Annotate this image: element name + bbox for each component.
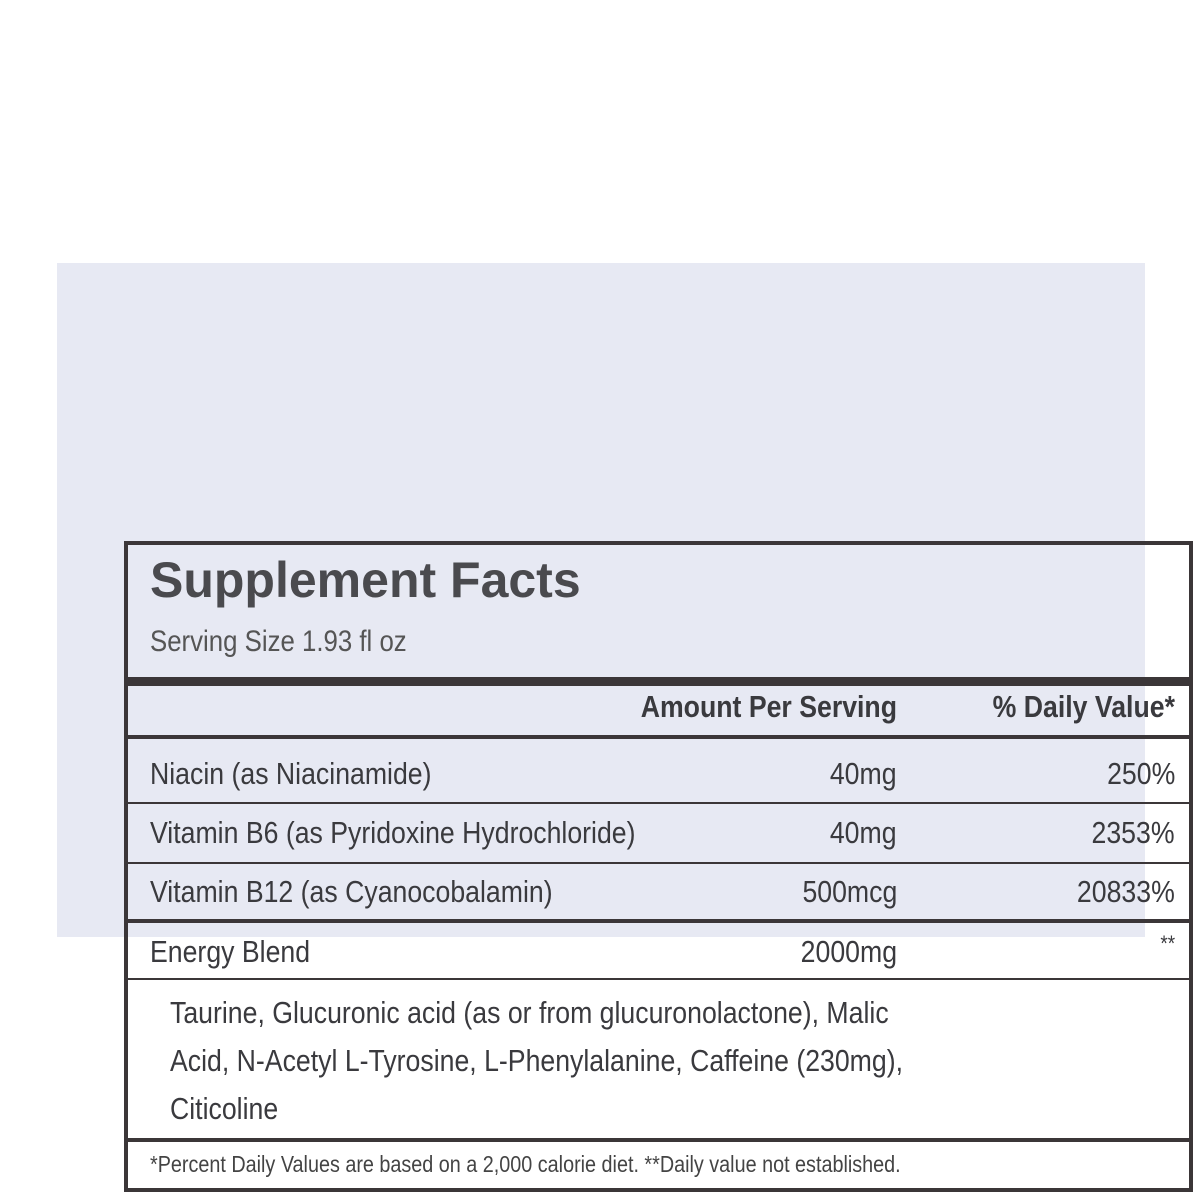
nutrient-amount: 40mg — [830, 756, 897, 791]
divider — [128, 677, 1189, 686]
daily-value-header: % Daily Value* — [992, 689, 1175, 724]
nutrient-name: Vitamin B6 (as Pyridoxine Hydrochloride) — [150, 815, 636, 850]
nutrient-name: Vitamin B12 (as Cyanocobalamin) — [150, 874, 553, 909]
nutrient-name: Energy Blend — [150, 934, 311, 969]
divider — [128, 978, 1189, 980]
amount-header: Amount Per Serving — [640, 689, 897, 724]
nutrient-dv: 250% — [1106, 756, 1175, 791]
footnote: *Percent Daily Values are based on a 2,0… — [150, 1151, 901, 1177]
nutrient-amount: 2000mg — [800, 934, 897, 969]
nutrient-dv: 20833% — [1077, 874, 1175, 909]
ingredient-line: Citicoline — [170, 1091, 279, 1126]
nutrient-dv: 2353% — [1091, 815, 1175, 850]
nutrient-dv: ** — [1160, 931, 1175, 956]
nutrient-name: Niacin (as Niacinamide) — [150, 756, 432, 791]
divider — [128, 919, 1189, 923]
nutrient-amount: 40mg — [830, 815, 897, 850]
divider — [128, 862, 1189, 864]
serving-size: Serving Size 1.93 fl oz — [150, 625, 407, 658]
panel-title: Supplement Facts — [150, 552, 581, 608]
ingredient-line: Acid, N-Acetyl L-Tyrosine, L-Phenylalani… — [170, 1043, 904, 1078]
ingredient-line: Taurine, Glucuronic acid (as or from glu… — [170, 995, 889, 1030]
supplement-label: Supplement Facts Serving Size 1.93 fl oz… — [57, 263, 1193, 1192]
supplement-facts-panel: Supplement Facts Serving Size 1.93 fl oz… — [124, 541, 1193, 1192]
divider — [128, 735, 1189, 739]
nutrient-amount: 500mcg — [802, 874, 897, 909]
divider — [128, 1138, 1189, 1142]
divider — [128, 802, 1189, 804]
